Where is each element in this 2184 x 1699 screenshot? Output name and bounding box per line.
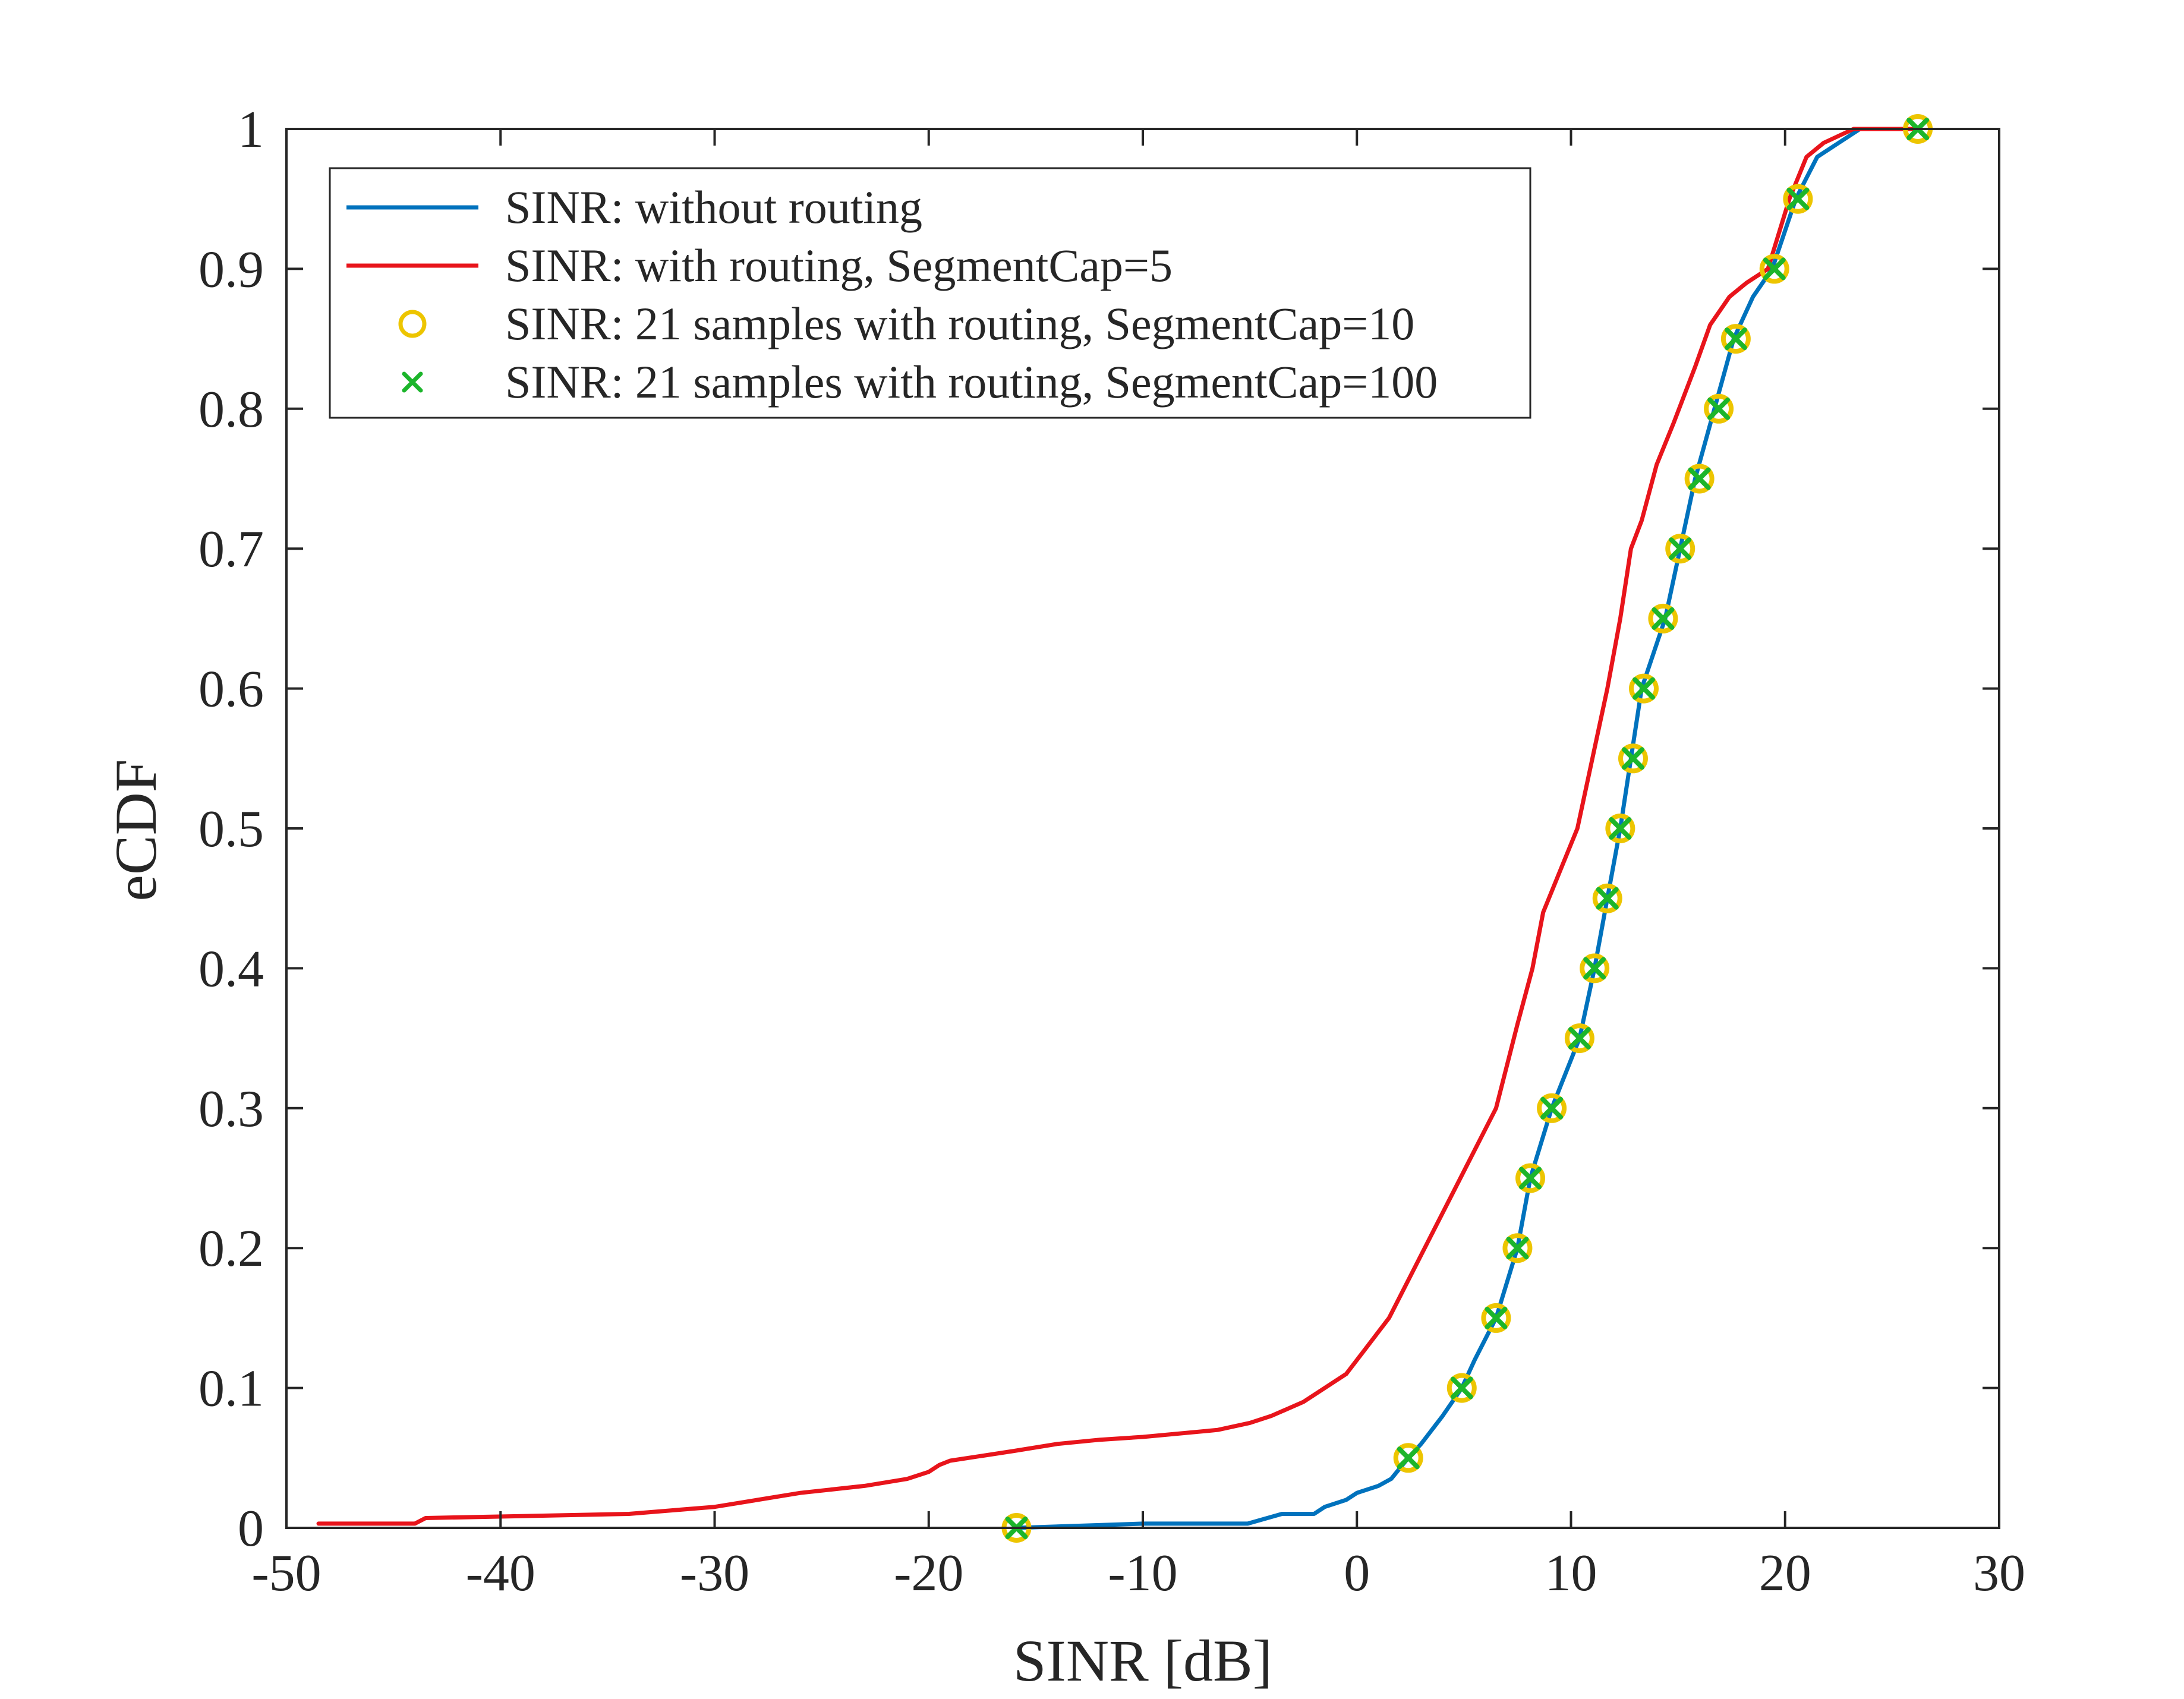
legend-item-2: SINR: with routing, SegmentCap=5 xyxy=(346,239,1173,291)
legend-label: SINR: 21 samples with routing, SegmentCa… xyxy=(505,356,1438,408)
data-point-x xyxy=(1540,1096,1564,1120)
data-point-x xyxy=(1621,747,1644,770)
x-tick-label: 10 xyxy=(1545,1544,1597,1602)
data-point-circle xyxy=(1502,1233,1533,1263)
data-point-x xyxy=(1609,817,1632,840)
data-point-x xyxy=(1786,187,1810,210)
legend-item-3: SINR: 21 samples with routing, SegmentCa… xyxy=(398,298,1414,349)
data-point-circle xyxy=(1605,814,1635,843)
data-point-x xyxy=(1450,1376,1473,1399)
data-point-x xyxy=(1724,327,1747,351)
data-point-circle xyxy=(1446,1373,1477,1403)
data-point-circle xyxy=(1720,324,1751,354)
y-tick-label: 0.6 xyxy=(198,661,264,718)
legend-item-1: SINR: without routing xyxy=(346,181,922,233)
x-tick-label: -10 xyxy=(1108,1544,1177,1602)
data-point-x xyxy=(1596,887,1619,910)
data-point-circle xyxy=(1628,673,1659,704)
data-point-x xyxy=(1568,1027,1591,1050)
y-tick-label: 0 xyxy=(238,1500,264,1558)
x-tick-label: -20 xyxy=(894,1544,963,1602)
data-point-x xyxy=(1583,957,1606,980)
legend-swatch-circle xyxy=(398,310,427,338)
data-point-x xyxy=(1506,1237,1529,1260)
y-tick-label: 1 xyxy=(238,101,264,159)
y-tick-label: 0.8 xyxy=(198,381,264,439)
legend-label: SINR: 21 samples with routing, SegmentCa… xyxy=(505,298,1414,349)
x-tick-label: -50 xyxy=(251,1544,321,1602)
x-axis-title: SINR [dB] xyxy=(1013,1628,1272,1694)
legend-swatch-x xyxy=(402,371,423,393)
data-point-circle xyxy=(1537,1093,1567,1123)
y-axis-title: eCDF xyxy=(103,759,169,901)
data-point-x xyxy=(1632,677,1655,700)
legend-item-4: SINR: 21 samples with routing, SegmentCa… xyxy=(402,356,1438,408)
legend-label: SINR: with routing, SegmentCap=5 xyxy=(505,239,1173,291)
x-tick-label: 0 xyxy=(1344,1544,1370,1602)
data-point-circle xyxy=(1564,1023,1594,1054)
data-point-x xyxy=(1397,1446,1420,1470)
legend-box xyxy=(329,167,1531,419)
data-point-circle xyxy=(1704,393,1734,424)
axes: -50 -40 -30 -20 -10 0 10 20 30 0 0.1 0.2 0.3 0.4 0.5 0.… xyxy=(198,101,2025,1602)
data-point-x xyxy=(1707,397,1731,420)
data-point-circle xyxy=(1580,953,1610,984)
data-point-x xyxy=(1652,607,1675,630)
data-point-circle xyxy=(1481,1303,1511,1333)
data-point-circle xyxy=(1393,1443,1423,1473)
y-tick-label: 0.4 xyxy=(198,940,264,998)
data-point-circle xyxy=(1618,743,1648,774)
data-point-circle xyxy=(1515,1163,1546,1193)
data-point-x xyxy=(1688,467,1711,490)
data-point-x xyxy=(1485,1306,1508,1329)
data-point-circle xyxy=(1592,883,1622,913)
data-point-circle xyxy=(1665,534,1695,564)
x-tick-label: 20 xyxy=(1759,1544,1811,1602)
data-point-circle xyxy=(1759,254,1789,284)
series-line-2 xyxy=(316,127,1918,1526)
x-tick-label: -30 xyxy=(680,1544,749,1602)
data-point-x xyxy=(1519,1167,1542,1190)
y-tick-label: 0.5 xyxy=(198,800,264,858)
legend: SINR: without routing SINR: with routing,… xyxy=(329,167,1531,419)
y-tick-label: 0.2 xyxy=(198,1220,264,1278)
x-tick-label: 30 xyxy=(1973,1544,2025,1602)
data-point-circle xyxy=(1783,184,1813,214)
legend-label: SINR: without routing xyxy=(505,181,922,233)
y-tick-label: 0.9 xyxy=(198,241,264,298)
y-tick-label: 0.3 xyxy=(198,1080,264,1138)
y-tick-label: 0.7 xyxy=(198,521,264,578)
data-point-x xyxy=(1669,537,1692,560)
x-tick-label: -40 xyxy=(466,1544,535,1602)
data-point-circle xyxy=(1684,464,1715,494)
data-point-x xyxy=(1763,257,1786,280)
data-point-circle xyxy=(1648,603,1678,633)
y-tick-label: 0.1 xyxy=(198,1360,264,1418)
